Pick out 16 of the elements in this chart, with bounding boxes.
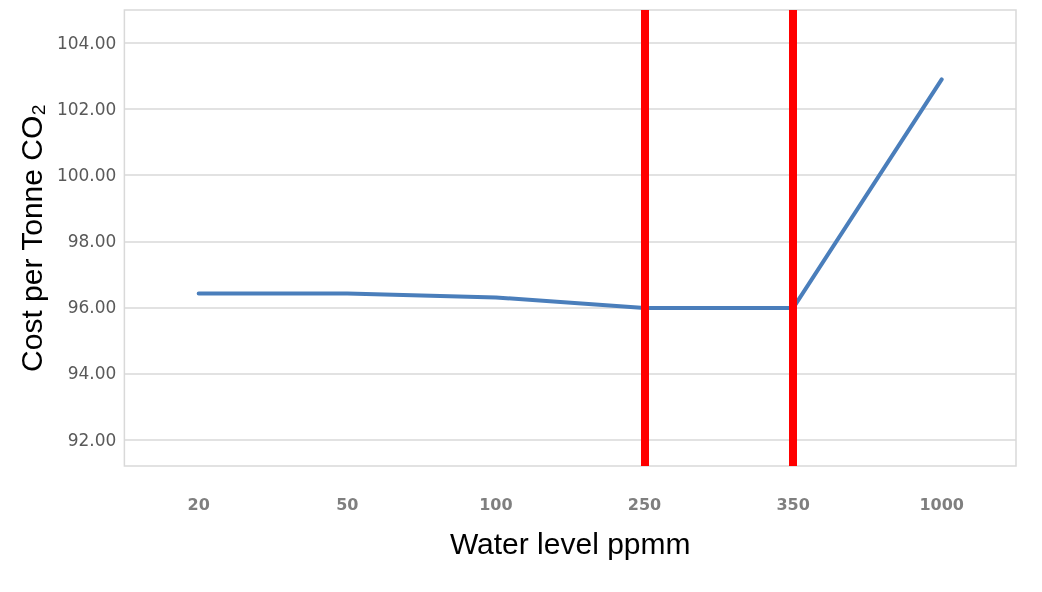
x-axis-title: Water level ppmm <box>449 526 691 560</box>
x-tick-label: 100 <box>479 494 513 514</box>
y-tick-label: 94.00 <box>67 363 117 384</box>
x-tick-label: 350 <box>776 494 810 514</box>
y-tick-label: 98.00 <box>67 231 117 252</box>
y-axis-title: Cost per Tonne CO₂ <box>14 104 48 372</box>
y-tick-label: 102.00 <box>56 99 117 120</box>
y-tick-label: 96.00 <box>67 297 117 318</box>
x-tick-label: 50 <box>336 494 359 514</box>
y-tick-label: 104.00 <box>56 33 117 54</box>
x-tick-label: 1000 <box>919 494 964 514</box>
y-tick-label: 92.00 <box>67 429 117 450</box>
line-series <box>196 77 944 311</box>
x-tick-label: 250 <box>627 494 662 514</box>
y-tick-label: 100.00 <box>56 165 117 186</box>
x-tick-label: 20 <box>187 494 210 514</box>
